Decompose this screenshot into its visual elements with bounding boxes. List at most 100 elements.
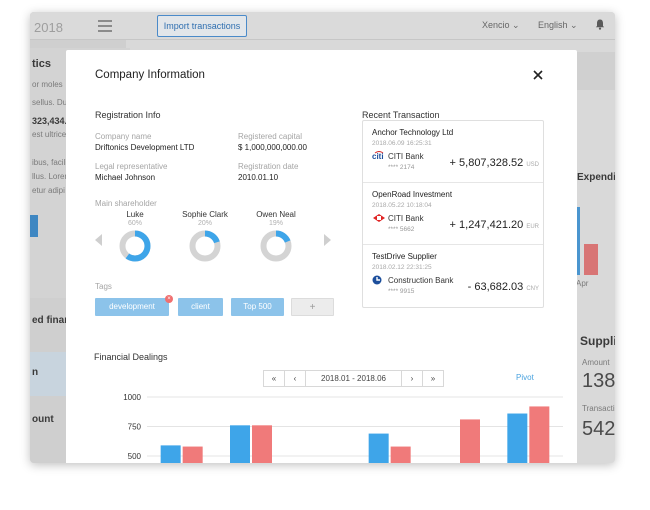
donut-share-arc bbox=[189, 230, 221, 262]
registration-heading: Registration Info bbox=[95, 110, 161, 120]
pivot-link[interactable]: Pivot bbox=[516, 373, 534, 382]
transaction-item[interactable]: Anchor Technology Ltd 2018.06.09 16:25:3… bbox=[363, 121, 543, 183]
background-line: or moles bbox=[32, 80, 63, 89]
modal-title: Company Information bbox=[95, 69, 205, 81]
background-label: n bbox=[32, 367, 39, 378]
shareholder-card[interactable]: Sophie Clark 20% bbox=[180, 210, 230, 263]
y-tick-label: 750 bbox=[128, 423, 142, 432]
background-label: Amount bbox=[582, 358, 610, 367]
transaction-bank: CITI Bank bbox=[388, 152, 424, 161]
amount-value: - 63,682.03 bbox=[467, 281, 524, 293]
remove-tag-icon[interactable]: × bbox=[165, 295, 173, 303]
bell-icon[interactable] bbox=[595, 19, 605, 30]
y-tick-label: 500 bbox=[128, 452, 142, 461]
shareholder-donut bbox=[119, 230, 151, 262]
citi-icon: citi bbox=[372, 151, 384, 161]
transaction-amount: + 5,807,328.52 USD bbox=[450, 157, 539, 169]
background-label: ount bbox=[32, 414, 54, 425]
recent-transaction-list: Anchor Technology Ltd 2018.06.09 16:25:3… bbox=[362, 120, 544, 308]
screenshot-frame: 2018 Import transactions Xencio ⌄ Englis… bbox=[30, 12, 615, 463]
shareholder-name: Sophie Clark bbox=[182, 210, 228, 219]
user-menu[interactable]: Xencio ⌄ bbox=[482, 20, 520, 31]
transaction-date: 2018.05.22 10:18:04 bbox=[372, 202, 432, 209]
ccb-icon bbox=[372, 275, 382, 285]
y-tick-label: 1000 bbox=[123, 393, 141, 402]
transaction-item[interactable]: TestDrive Supplier 2018.02.12 22:31:25 C… bbox=[363, 245, 543, 307]
currency-code: EUR bbox=[526, 224, 539, 230]
import-transactions-button[interactable]: Import transactions bbox=[157, 15, 247, 37]
shareholder-name: Luke bbox=[126, 210, 144, 219]
prev-page-button[interactable]: ‹ bbox=[284, 370, 306, 387]
financial-dealings-chart: 1000750500250 bbox=[123, 393, 563, 463]
background-axis-label: Apr bbox=[576, 279, 589, 288]
tag-client[interactable]: client bbox=[178, 298, 223, 316]
donut-share-arc bbox=[119, 230, 151, 262]
transaction-date: 2018.02.12 22:31:25 bbox=[372, 264, 432, 271]
background-year: 2018 bbox=[34, 20, 63, 35]
recent-transaction-heading: Recent Transaction bbox=[362, 110, 440, 120]
transaction-company: Anchor Technology Ltd bbox=[372, 128, 454, 137]
background-heading: Expendit bbox=[577, 172, 615, 183]
chevron-down-icon: ⌄ bbox=[570, 20, 578, 30]
shareholder-card[interactable]: Owen Neal 19% bbox=[251, 210, 301, 263]
background-value: 542 bbox=[582, 418, 615, 440]
chart-bar bbox=[390, 446, 411, 463]
currency-code: CNY bbox=[526, 286, 539, 292]
transaction-bank: Construction Bank bbox=[388, 276, 454, 285]
background-line: etur adipi bbox=[32, 186, 65, 195]
shareholder-card[interactable]: Luke 60% bbox=[110, 210, 160, 263]
chart-bar bbox=[160, 445, 181, 463]
chart-bar bbox=[230, 425, 250, 463]
background-button bbox=[30, 215, 38, 237]
background-heading: tics bbox=[32, 58, 51, 70]
transaction-bank: CITI Bank bbox=[388, 214, 424, 223]
svg-text:citi: citi bbox=[372, 152, 384, 161]
add-tag-button[interactable]: + bbox=[291, 298, 334, 316]
first-page-button[interactable]: « bbox=[263, 370, 285, 387]
legal-representative-value: Michael Johnson bbox=[95, 173, 156, 182]
financial-dealings-heading: Financial Dealings bbox=[94, 352, 168, 362]
company-name-label: Company name bbox=[95, 132, 152, 141]
background-value: 138 bbox=[582, 370, 615, 392]
legal-representative-label: Legal representative bbox=[95, 162, 168, 171]
background-search-box bbox=[575, 52, 615, 90]
hsbc-icon bbox=[373, 214, 385, 222]
chart-bar bbox=[368, 433, 389, 463]
transaction-account: **** 5662 bbox=[388, 226, 415, 233]
donut-share-arc bbox=[260, 230, 292, 262]
shareholder-donut bbox=[189, 230, 221, 262]
background-highlight-row bbox=[30, 352, 66, 396]
transaction-date: 2018.06.09 16:25:31 bbox=[372, 140, 432, 147]
date-range-label[interactable]: 2018.01 - 2018.06 bbox=[305, 370, 402, 387]
transaction-account: **** 9915 bbox=[388, 288, 415, 295]
registration-date-value: 2010.01.10 bbox=[238, 173, 279, 182]
user-menu-label: Xencio bbox=[482, 20, 510, 30]
company-name-value: Driftonics Development LTD bbox=[95, 143, 195, 152]
background-line: sellus. Duis bbox=[32, 98, 73, 107]
background-line: est ultrice bbox=[32, 130, 67, 139]
background-chart-bar bbox=[575, 207, 580, 275]
background-label: ed financ bbox=[32, 315, 76, 326]
language-menu[interactable]: English ⌄ bbox=[538, 20, 578, 31]
company-info-modal: Company Information Registration Info Co… bbox=[66, 50, 577, 463]
menu-collapse-icon[interactable] bbox=[98, 20, 112, 32]
transaction-item[interactable]: OpenRoad Investment 2018.05.22 10:18:04 … bbox=[363, 183, 543, 245]
transaction-amount: - 63,682.03 CNY bbox=[468, 281, 539, 293]
chart-bar bbox=[529, 406, 550, 463]
amount-value: + 5,807,328.52 bbox=[449, 157, 524, 169]
chevron-right-icon[interactable] bbox=[323, 234, 331, 246]
registered-capital-label: Registered capital bbox=[238, 132, 303, 141]
shareholder-percent: 19% bbox=[268, 220, 283, 227]
tag-top-500[interactable]: Top 500 bbox=[231, 298, 284, 316]
background-label: Transactio bbox=[582, 404, 615, 413]
background-line: 323,434. bbox=[32, 116, 68, 126]
close-icon[interactable] bbox=[531, 68, 545, 82]
background-heading: Suppli bbox=[580, 334, 615, 348]
chevron-down-icon: ⌄ bbox=[512, 20, 520, 30]
tag-development[interactable]: development bbox=[95, 298, 169, 316]
chevron-left-icon[interactable] bbox=[95, 234, 103, 246]
transaction-account: **** 2174 bbox=[388, 164, 415, 171]
transaction-company: TestDrive Supplier bbox=[372, 252, 437, 261]
last-page-button[interactable]: » bbox=[422, 370, 444, 387]
next-page-button[interactable]: › bbox=[401, 370, 423, 387]
